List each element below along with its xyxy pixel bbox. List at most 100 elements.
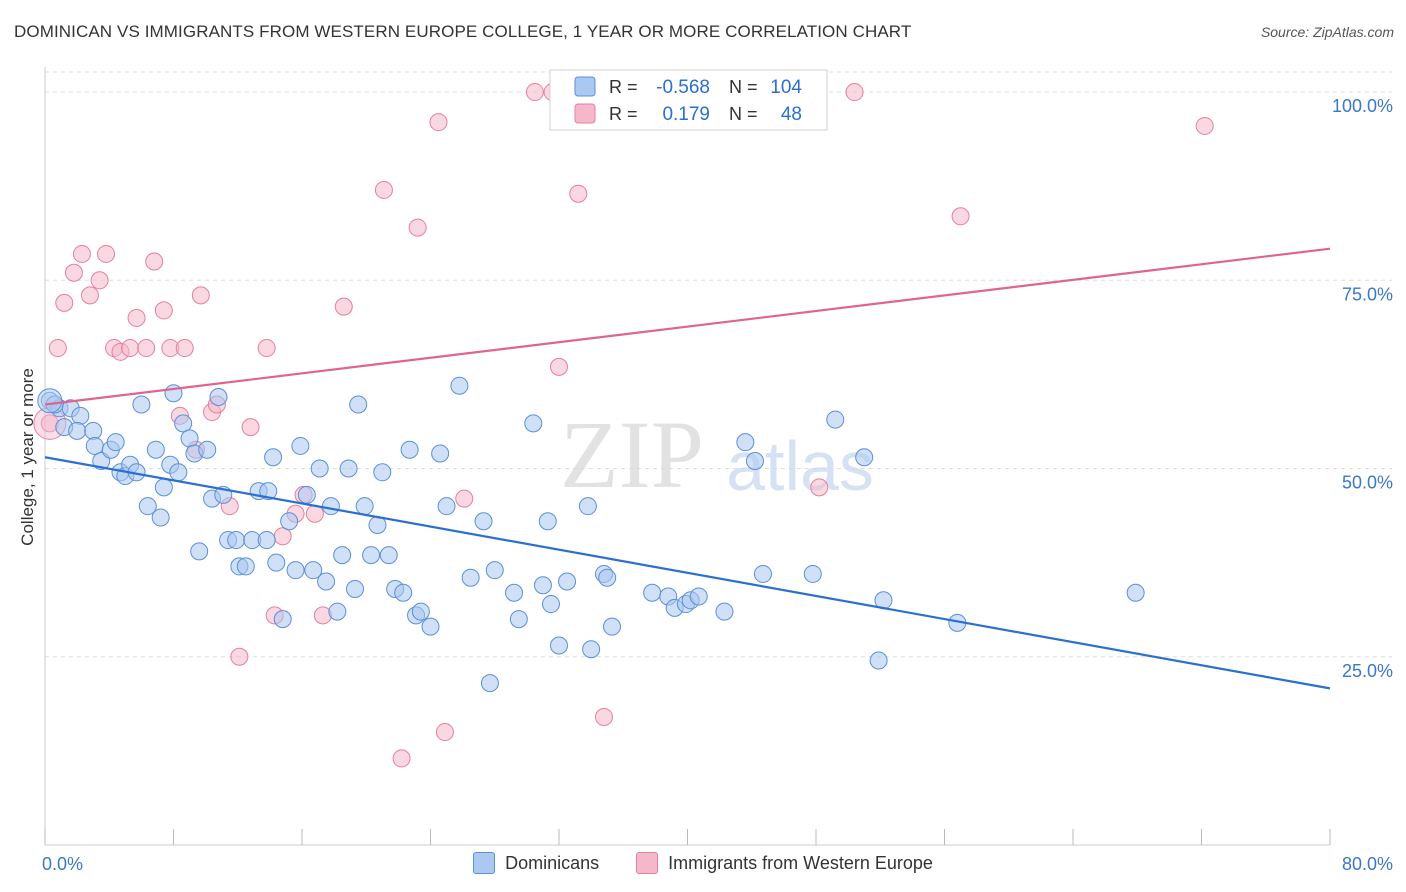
blue-point-90[interactable] bbox=[689, 587, 708, 606]
blue-point-49[interactable] bbox=[328, 602, 347, 621]
blue-point-44[interactable] bbox=[297, 485, 316, 504]
pink-point-12[interactable] bbox=[137, 339, 156, 358]
blue-point-68[interactable] bbox=[461, 568, 480, 587]
legend-item-dominicans[interactable]: Dominicans bbox=[473, 852, 599, 874]
blue-point-29[interactable] bbox=[209, 388, 228, 406]
blue-point-57[interactable] bbox=[373, 463, 392, 482]
blue-point-101[interactable] bbox=[1126, 583, 1145, 602]
blue-point-70[interactable] bbox=[480, 674, 499, 693]
pink-point-14[interactable] bbox=[154, 301, 173, 320]
pink-point-27[interactable] bbox=[273, 527, 292, 546]
pink-point-41[interactable] bbox=[550, 357, 568, 376]
blue-point-71[interactable] bbox=[485, 561, 504, 580]
pink-point-43[interactable] bbox=[594, 708, 613, 726]
blue-point-91[interactable] bbox=[715, 602, 734, 621]
blue-point-17[interactable] bbox=[146, 440, 165, 459]
legend-item-western-europe[interactable]: Immigrants from Western Europe bbox=[636, 852, 933, 874]
blue-point-24[interactable] bbox=[180, 429, 199, 448]
pink-point-47[interactable] bbox=[1195, 116, 1214, 135]
pink-point-25[interactable] bbox=[257, 339, 276, 358]
pink-point-2[interactable] bbox=[55, 293, 74, 312]
pink-point-11[interactable] bbox=[127, 308, 146, 327]
blue-point-23[interactable] bbox=[174, 414, 193, 433]
blue-point-19[interactable] bbox=[154, 478, 173, 497]
blue-point-74[interactable] bbox=[524, 414, 543, 433]
blue-point-93[interactable] bbox=[745, 452, 764, 470]
blue-point-16[interactable] bbox=[138, 497, 157, 516]
blue-point-79[interactable] bbox=[558, 572, 577, 591]
pink-point-19[interactable] bbox=[191, 286, 210, 305]
blue-point-81[interactable] bbox=[582, 640, 601, 659]
pink-point-1[interactable] bbox=[48, 339, 67, 358]
blue-point-40[interactable] bbox=[273, 610, 292, 629]
blue-point-52[interactable] bbox=[346, 580, 365, 598]
pink-point-7[interactable] bbox=[97, 244, 116, 263]
blue-point-65[interactable] bbox=[431, 444, 450, 463]
blue-point-63[interactable] bbox=[411, 602, 430, 621]
pink-point-38[interactable] bbox=[455, 489, 474, 508]
blue-point-67[interactable] bbox=[450, 376, 469, 395]
blue-point-large-edge[interactable] bbox=[37, 388, 63, 414]
blue-point-73[interactable] bbox=[509, 610, 528, 629]
blue-point-94[interactable] bbox=[753, 564, 772, 583]
pink-point-24[interactable] bbox=[241, 418, 260, 437]
blue-point-6[interactable] bbox=[84, 421, 103, 440]
pink-point-6[interactable] bbox=[90, 271, 109, 290]
blue-point-83[interactable] bbox=[598, 568, 617, 587]
pink-point-46[interactable] bbox=[951, 207, 970, 226]
blue-point-66[interactable] bbox=[437, 497, 456, 516]
blue-point-54[interactable] bbox=[355, 497, 374, 516]
pink-point-17[interactable] bbox=[175, 339, 194, 358]
blue-point-51[interactable] bbox=[339, 459, 358, 478]
blue-point-75[interactable] bbox=[533, 576, 552, 595]
blue-point-22[interactable] bbox=[169, 463, 188, 482]
pink-point-45[interactable] bbox=[845, 83, 864, 102]
blue-point-61[interactable] bbox=[400, 440, 419, 459]
blue-point-34[interactable] bbox=[236, 557, 255, 576]
blue-point-77[interactable] bbox=[541, 595, 560, 614]
pink-point-36[interactable] bbox=[429, 113, 448, 132]
blue-point-27[interactable] bbox=[198, 440, 217, 459]
blue-point-48[interactable] bbox=[321, 497, 340, 516]
pink-point-39[interactable] bbox=[525, 83, 544, 102]
blue-point-18[interactable] bbox=[151, 508, 170, 527]
blue-point-80[interactable] bbox=[578, 497, 597, 516]
blue-point-55[interactable] bbox=[362, 546, 381, 565]
blue-point-5[interactable] bbox=[68, 421, 87, 440]
blue-point-98[interactable] bbox=[869, 651, 888, 670]
pink-point-4[interactable] bbox=[72, 244, 91, 263]
blue-point-69[interactable] bbox=[474, 512, 493, 531]
blue-point-4[interactable] bbox=[71, 406, 90, 425]
blue-point-53[interactable] bbox=[349, 395, 368, 414]
blue-point-96[interactable] bbox=[826, 410, 845, 429]
pink-point-32[interactable] bbox=[334, 297, 353, 316]
blue-point-97[interactable] bbox=[855, 448, 874, 467]
pink-point-23[interactable] bbox=[230, 647, 249, 666]
pink-point-42[interactable] bbox=[569, 184, 588, 203]
blue-point-43[interactable] bbox=[291, 436, 310, 455]
blue-point-7[interactable] bbox=[85, 436, 104, 455]
blue-point-76[interactable] bbox=[538, 512, 557, 531]
pink-point-44[interactable] bbox=[810, 478, 829, 497]
blue-point-45[interactable] bbox=[304, 561, 323, 580]
blue-point-32[interactable] bbox=[227, 531, 246, 550]
blue-point-72[interactable] bbox=[505, 583, 524, 602]
pink-point-34[interactable] bbox=[392, 749, 411, 768]
blue-point-50[interactable] bbox=[333, 546, 352, 565]
blue-point-84[interactable] bbox=[603, 617, 622, 636]
pink-point-5[interactable] bbox=[80, 286, 99, 305]
blue-point-47[interactable] bbox=[317, 572, 336, 591]
blue-point-15[interactable] bbox=[132, 395, 151, 414]
pink-point-33[interactable] bbox=[374, 180, 393, 199]
blue-point-41[interactable] bbox=[280, 512, 299, 531]
pink-point-37[interactable] bbox=[435, 723, 454, 742]
blue-point-42[interactable] bbox=[286, 561, 305, 580]
blue-point-78[interactable] bbox=[550, 636, 568, 655]
blue-point-60[interactable] bbox=[394, 583, 413, 602]
blue-point-39[interactable] bbox=[267, 553, 286, 572]
pink-point-35[interactable] bbox=[408, 218, 427, 237]
blue-point-46[interactable] bbox=[310, 459, 329, 478]
pink-point-13[interactable] bbox=[145, 252, 164, 271]
blue-point-37[interactable] bbox=[257, 531, 276, 550]
blue-point-92[interactable] bbox=[736, 433, 755, 452]
